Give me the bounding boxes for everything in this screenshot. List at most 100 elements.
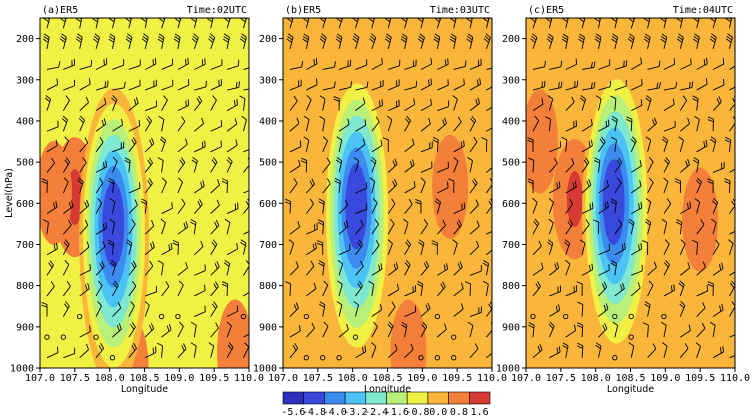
wind-barb bbox=[177, 138, 188, 153]
panel-label: (a)ER5 bbox=[42, 5, 78, 16]
wind-barb bbox=[319, 95, 326, 111]
wind-barb bbox=[210, 140, 222, 153]
y-axis-label: Level(hPa) bbox=[4, 168, 15, 218]
wind-barb bbox=[712, 161, 725, 173]
cold-core-center bbox=[608, 183, 619, 224]
x-tick-label: 107.5 bbox=[546, 373, 576, 384]
wind-barb bbox=[303, 115, 310, 132]
wind-barb bbox=[549, 285, 561, 297]
wind-barb bbox=[548, 218, 554, 235]
wind-barb bbox=[420, 321, 428, 338]
wind-barb bbox=[371, 263, 383, 276]
wind-barb bbox=[368, 18, 375, 29]
wind-barb bbox=[581, 179, 592, 194]
wind-barb bbox=[630, 201, 643, 214]
wind-barb bbox=[302, 18, 310, 29]
wind-barb bbox=[243, 88, 249, 91]
wind-barb bbox=[46, 281, 55, 297]
wind-barb bbox=[546, 33, 554, 50]
wind-barb bbox=[194, 140, 206, 153]
wind-barb bbox=[431, 240, 438, 255]
wind-barb bbox=[707, 116, 714, 132]
calm-wind-circle bbox=[320, 355, 326, 361]
wind-barb bbox=[95, 342, 105, 358]
wind-barb bbox=[46, 157, 55, 173]
x-tick-label: 110.0 bbox=[477, 373, 507, 384]
x-tick-label: 110.0 bbox=[720, 373, 750, 384]
wind-barb bbox=[157, 33, 165, 49]
wind-barb bbox=[630, 180, 642, 194]
warm-core-0-0 bbox=[432, 134, 469, 239]
wind-barb bbox=[420, 118, 431, 132]
colorbar: -5.6-4.8-4.0-3.2-2.4-1.6-0.8 0.0 0.8 1.6 bbox=[281, 391, 491, 418]
wind-barb bbox=[128, 280, 137, 297]
wind-barb bbox=[678, 136, 684, 152]
wind-barb bbox=[679, 239, 686, 255]
wind-barb bbox=[661, 136, 669, 152]
wind-barb bbox=[695, 177, 702, 194]
wind-barb bbox=[190, 321, 197, 338]
colorbar-segment bbox=[365, 391, 387, 405]
wind-barb bbox=[145, 285, 158, 297]
wind-barb bbox=[453, 202, 466, 214]
wind-barb bbox=[598, 119, 610, 132]
wind-barb bbox=[128, 59, 141, 70]
wind-barb bbox=[680, 201, 692, 214]
wind-barb bbox=[387, 283, 399, 297]
wind-barb bbox=[680, 81, 694, 91]
wind-barb bbox=[226, 81, 241, 91]
wind-barb bbox=[226, 202, 239, 214]
wind-barb bbox=[598, 59, 611, 70]
wind-barb bbox=[387, 158, 398, 173]
wind-barb bbox=[561, 136, 568, 152]
wind-barb bbox=[338, 81, 352, 91]
wind-barb bbox=[679, 343, 689, 358]
wind-barb bbox=[579, 95, 587, 111]
wind-barb bbox=[128, 120, 141, 132]
wind-barb bbox=[464, 281, 471, 296]
wind-barb bbox=[712, 78, 725, 91]
wind-barb bbox=[469, 220, 480, 235]
wind-barb bbox=[42, 33, 50, 49]
wind-barb bbox=[547, 239, 554, 255]
wind-barb bbox=[641, 240, 649, 255]
wind-barb bbox=[285, 281, 292, 296]
wind-barb bbox=[728, 239, 734, 255]
wind-barb bbox=[336, 136, 343, 152]
warm-core-1-0 bbox=[40, 141, 72, 245]
wind-barb bbox=[696, 219, 705, 235]
wind-barb bbox=[112, 156, 118, 173]
wind-barb bbox=[694, 198, 701, 214]
wind-barb bbox=[289, 95, 298, 111]
calm-wind-circle bbox=[240, 313, 247, 320]
wind-barb bbox=[241, 115, 247, 132]
wind-barb bbox=[319, 18, 327, 29]
wind-barb bbox=[125, 33, 133, 50]
wind-barb bbox=[582, 81, 596, 91]
wind-barb bbox=[593, 219, 600, 235]
wind-barb bbox=[221, 281, 229, 296]
wind-barb bbox=[318, 260, 325, 276]
wind-barb bbox=[388, 99, 400, 112]
wind-barb bbox=[642, 322, 649, 338]
wind-barb bbox=[226, 98, 239, 112]
wind-barb bbox=[42, 219, 49, 235]
wind-barb bbox=[626, 116, 633, 132]
wind-barb bbox=[369, 33, 377, 50]
wind-barb bbox=[63, 200, 74, 214]
calm-wind-circle bbox=[434, 355, 440, 361]
wind-barb bbox=[614, 243, 626, 256]
y-tick-label: 600 bbox=[502, 199, 520, 210]
wind-barb bbox=[709, 33, 717, 50]
wind-barb bbox=[144, 157, 153, 173]
wind-barb bbox=[125, 18, 133, 29]
wind-barb bbox=[334, 177, 341, 194]
wind-barb bbox=[532, 198, 538, 214]
wind-barb bbox=[696, 284, 709, 297]
wind-barb bbox=[355, 97, 366, 112]
wind-barb bbox=[437, 79, 449, 91]
wind-barb bbox=[598, 281, 608, 297]
colorbar-segment bbox=[324, 391, 346, 405]
wind-barb bbox=[371, 79, 384, 91]
wind-barb bbox=[62, 136, 70, 153]
